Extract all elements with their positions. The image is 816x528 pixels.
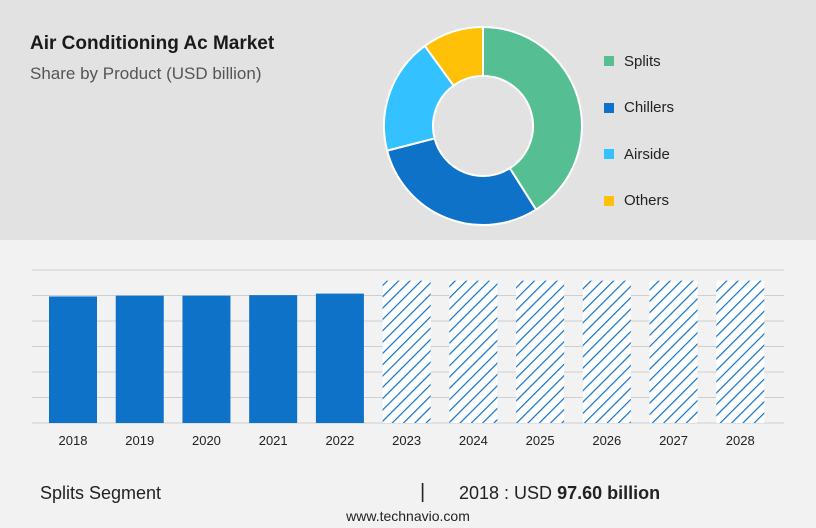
donut-legend: Splits Chillers Airside Others <box>604 50 674 236</box>
legend-item-chillers: Chillers <box>604 97 674 119</box>
x-tick-label: 2028 <box>726 433 755 448</box>
forecast-bar-2028 <box>716 280 765 423</box>
legend-label: Splits <box>624 52 661 70</box>
donut-slice-splits <box>482 25 583 211</box>
x-tick-label: 2024 <box>459 433 488 448</box>
segment-value-amount: 97.60 billion <box>557 483 661 503</box>
legend-item-airside: Airside <box>604 143 674 165</box>
footer-separator: | <box>420 481 426 503</box>
bar-2019 <box>115 295 164 423</box>
legend-label: Others <box>624 192 670 209</box>
segment-label: Splits Segment <box>40 483 162 503</box>
segment-year-prefix: 2018 : USD <box>459 483 553 503</box>
x-tick-label: 2025 <box>526 433 555 448</box>
forecast-bar-2024 <box>449 280 498 423</box>
legend-item-others: Others <box>604 190 674 212</box>
forecast-bar-2026 <box>582 280 631 423</box>
source-url: www.technavio.com <box>346 508 470 524</box>
legend-item-splits: Splits <box>604 50 674 72</box>
x-tick-label: 2023 <box>392 433 421 448</box>
x-tick-label: 2020 <box>192 433 221 448</box>
donut-slice-others <box>423 25 484 87</box>
bar-2021 <box>249 295 298 423</box>
donut-chart <box>383 25 583 226</box>
bar-2022 <box>315 293 364 423</box>
segment-value: 2018 : USD 97.60 billion <box>459 483 660 504</box>
bar-2020 <box>182 295 231 423</box>
x-tick-label: 2018 <box>59 433 88 448</box>
x-tick-label: 2021 <box>259 433 288 448</box>
chart-title: Air Conditioning Ac Market <box>30 33 275 54</box>
legend-label: Chillers <box>624 99 675 116</box>
legend-swatch <box>604 195 614 206</box>
bar-chart: 2018 2019 2020 2021 2022 2023 2024 2025 2026 2027… <box>32 269 784 448</box>
forecast-bar-2025 <box>516 280 565 423</box>
x-tick-label: 2022 <box>325 433 354 448</box>
bar-2018 <box>49 296 97 423</box>
legend-swatch <box>604 102 614 113</box>
donut-slice-chillers <box>385 137 538 226</box>
legend-swatch <box>604 56 614 66</box>
chart-subtitle: Share by Product (USD billion) <box>30 64 262 83</box>
forecast-bar-2023 <box>382 280 431 423</box>
x-tick-label: 2026 <box>592 433 621 448</box>
x-tick-label: 2019 <box>125 433 154 448</box>
forecast-bar-2027 <box>649 280 698 423</box>
legend-swatch <box>604 149 614 159</box>
x-tick-label: 2027 <box>659 433 688 448</box>
legend-label: Airside <box>624 145 670 163</box>
